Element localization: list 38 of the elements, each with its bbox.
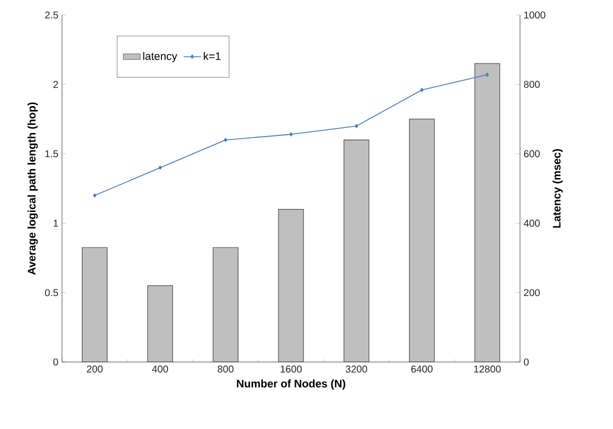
point [158,166,162,170]
point [224,138,228,142]
point [289,132,293,136]
y2-tick-label: 1000 [524,11,546,19]
y2-tick-label: 600 [524,150,540,158]
y-tick-label: 0.5 [45,289,58,296]
x-tick-label: 400 [152,366,168,373]
y-axis-title: Average logical path length (hop) [28,102,38,275]
y-tick-label: 1 [54,220,58,227]
bar [474,63,500,362]
point [93,193,96,198]
x-tick-label: 200 [86,366,103,373]
y-tick-label: 0 [53,358,58,366]
x-tick-label: 3200 [346,366,368,373]
bar [212,247,238,362]
point [354,124,358,128]
y2-tick-label: 400 [524,220,540,227]
y-tick-label: 2 [53,80,58,88]
bar [147,285,173,362]
y-tick-label: 1.5 [45,150,58,158]
y2-axis-title: Latency (msec) [552,149,563,228]
x-tick-label: 6400 [411,366,433,373]
x-tick-label: 800 [218,366,234,373]
x-tick-label: 12800 [474,366,501,373]
point [420,88,424,92]
y2-tick-label: 200 [524,289,540,296]
point [486,72,489,77]
bar [278,209,304,362]
bar [82,247,108,362]
x-tick-label: 1600 [280,366,302,373]
y2-tick-label: 800 [524,80,540,88]
y2-tick-label: 0 [524,358,529,366]
bar [344,140,370,362]
legend-label: latency [143,52,178,62]
y-tick-label: 2.5 [45,11,58,19]
x-axis-title: Number of Nodes (N) [236,379,346,390]
legend-label: k=1 [204,52,221,60]
bar [409,118,435,362]
